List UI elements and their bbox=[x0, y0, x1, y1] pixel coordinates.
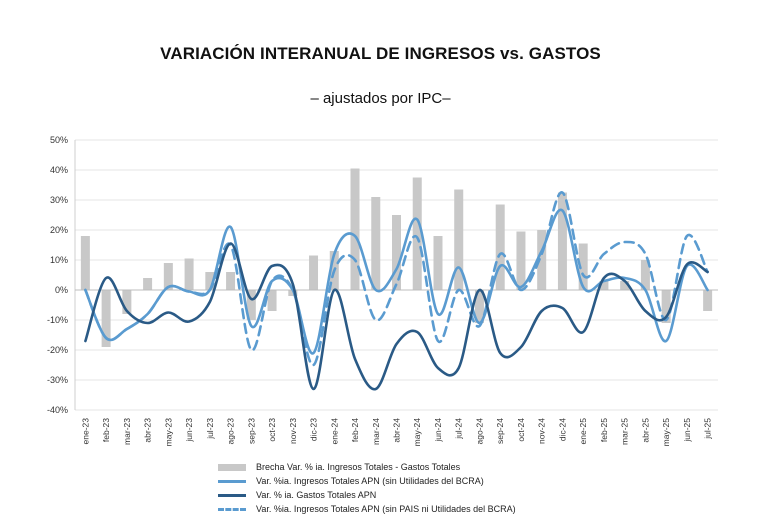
y-tick-label: 0% bbox=[55, 285, 68, 295]
line-series bbox=[84, 191, 709, 391]
bar-oct-23 bbox=[267, 290, 277, 311]
x-tick-label: nov-23 bbox=[288, 418, 298, 444]
bar-sep-23 bbox=[246, 290, 256, 320]
legend-label-brecha: Brecha Var. % ia. Ingresos Totales - Gas… bbox=[256, 462, 461, 472]
x-tick-label: dic-24 bbox=[557, 418, 567, 441]
x-tick-label: may-24 bbox=[412, 418, 422, 447]
x-tick-label: jul-24 bbox=[454, 418, 464, 440]
x-tick-label: jul-25 bbox=[703, 418, 713, 440]
legend-swatch-ingresos-sin-pais bbox=[218, 507, 246, 511]
x-tick-label: ago-23 bbox=[226, 418, 236, 445]
bar-jul-23 bbox=[205, 272, 215, 290]
legend-label-ingresos-sin-pais: Var. %ia. Ingresos Totales APN (sin PAIS… bbox=[256, 504, 516, 514]
bar-dic-24 bbox=[557, 192, 567, 290]
legend: Brecha Var. % ia. Ingresos Totales - Gas… bbox=[218, 460, 516, 516]
y-tick-label: 30% bbox=[50, 195, 68, 205]
legend-item-ingresos: Var. %ia. Ingresos Totales APN (sin Util… bbox=[218, 474, 516, 488]
y-tick-label: 20% bbox=[50, 225, 68, 235]
x-tick-label: abr-23 bbox=[143, 418, 153, 443]
bar-nov-24 bbox=[537, 230, 547, 290]
bar-feb-23 bbox=[101, 290, 111, 347]
bar-may-24 bbox=[412, 177, 422, 290]
legend-label-gastos: Var. % ia. Gastos Totales APN bbox=[256, 490, 377, 500]
y-tick-label: 10% bbox=[50, 255, 68, 265]
legend-swatch-gastos bbox=[218, 493, 246, 497]
x-tick-label: may-23 bbox=[163, 418, 173, 447]
y-axis-ticks: 50% 40% 30% 20% 10% 0% -10% -20% -30% -40% bbox=[47, 135, 68, 415]
bar-abr-25 bbox=[640, 260, 650, 290]
bar-jul-24 bbox=[454, 189, 464, 290]
bar-may-25 bbox=[661, 290, 671, 323]
bar-abr-24 bbox=[392, 215, 401, 290]
x-tick-label: nov-24 bbox=[537, 418, 547, 444]
x-tick-label: jul-23 bbox=[205, 418, 215, 440]
x-tick-label: feb-25 bbox=[599, 418, 609, 442]
legend-item-brecha: Brecha Var. % ia. Ingresos Totales - Gas… bbox=[218, 460, 516, 474]
x-tick-label: oct-24 bbox=[516, 418, 526, 442]
legend-swatch-bar bbox=[218, 463, 246, 471]
y-tick-label: -40% bbox=[47, 405, 68, 415]
bar-mar-25 bbox=[620, 281, 630, 290]
x-tick-label: ene-23 bbox=[80, 418, 90, 445]
x-tick-label: jun-23 bbox=[184, 418, 194, 443]
bar-ago-23 bbox=[226, 272, 236, 290]
x-tick-label: sep-24 bbox=[495, 418, 505, 444]
bar-may-23 bbox=[163, 263, 173, 290]
x-tick-label: ene-24 bbox=[329, 418, 339, 445]
bar-sep-24 bbox=[495, 204, 505, 290]
x-tick-label: jun-24 bbox=[433, 418, 443, 443]
x-tick-label: mar-23 bbox=[122, 418, 132, 445]
bar-ene-23 bbox=[80, 236, 90, 290]
bar-abr-23 bbox=[143, 278, 153, 290]
y-tick-label: -20% bbox=[47, 345, 68, 355]
x-tick-label: oct-23 bbox=[267, 418, 277, 442]
y-tick-label: -30% bbox=[47, 375, 68, 385]
x-tick-label: abr-25 bbox=[640, 418, 650, 443]
x-tick-label: abr-24 bbox=[392, 418, 402, 443]
chart-subtitle: – ajustados por IPC– bbox=[310, 90, 451, 107]
legend-swatch-ingresos bbox=[218, 479, 246, 483]
line-gastos-apn bbox=[84, 242, 709, 391]
bar-feb-24 bbox=[350, 168, 360, 290]
bar-jun-24 bbox=[433, 236, 443, 290]
y-tick-label: 50% bbox=[50, 135, 68, 145]
x-tick-label: feb-23 bbox=[101, 418, 111, 442]
x-tick-label: jun-25 bbox=[682, 418, 692, 443]
chart-title: VARIACIÓN INTERANUAL DE INGRESOS vs. GAS… bbox=[160, 44, 601, 63]
x-tick-label: may-25 bbox=[661, 418, 671, 447]
legend-item-gastos: Var. % ia. Gastos Totales APN bbox=[218, 488, 516, 502]
bar-ene-25 bbox=[578, 243, 588, 290]
legend-item-ingresos-sin-pais: Var. %ia. Ingresos Totales APN (sin PAIS… bbox=[218, 502, 516, 516]
x-tick-label: feb-24 bbox=[350, 418, 360, 442]
bar-ago-24 bbox=[474, 290, 484, 323]
line-ingresos-sin-pais bbox=[84, 191, 709, 367]
bar-jul-25 bbox=[703, 290, 713, 311]
bar-jun-23 bbox=[184, 258, 194, 290]
y-tick-label: -10% bbox=[47, 315, 68, 325]
x-tick-label: mar-25 bbox=[620, 418, 630, 445]
x-tick-label: dic-23 bbox=[309, 418, 319, 441]
bar-mar-23 bbox=[122, 290, 132, 314]
x-tick-label: sep-23 bbox=[246, 418, 256, 444]
bar-series bbox=[80, 168, 713, 347]
legend-label-ingresos: Var. %ia. Ingresos Totales APN (sin Util… bbox=[256, 476, 484, 486]
x-tick-label: mar-24 bbox=[371, 418, 381, 445]
bar-dic-23 bbox=[309, 255, 319, 290]
x-tick-label: ene-25 bbox=[578, 418, 588, 445]
grid-lines bbox=[74, 139, 718, 411]
bar-mar-24 bbox=[371, 197, 381, 290]
y-tick-label: 40% bbox=[50, 165, 68, 175]
x-axis-ticks: ene-23 feb-23 mar-23 abr-23 may-23 jun-23 jul-… bbox=[80, 418, 712, 447]
bar-oct-24 bbox=[516, 231, 526, 290]
bar-feb-25 bbox=[599, 281, 609, 290]
x-tick-label: ago-24 bbox=[474, 418, 484, 445]
